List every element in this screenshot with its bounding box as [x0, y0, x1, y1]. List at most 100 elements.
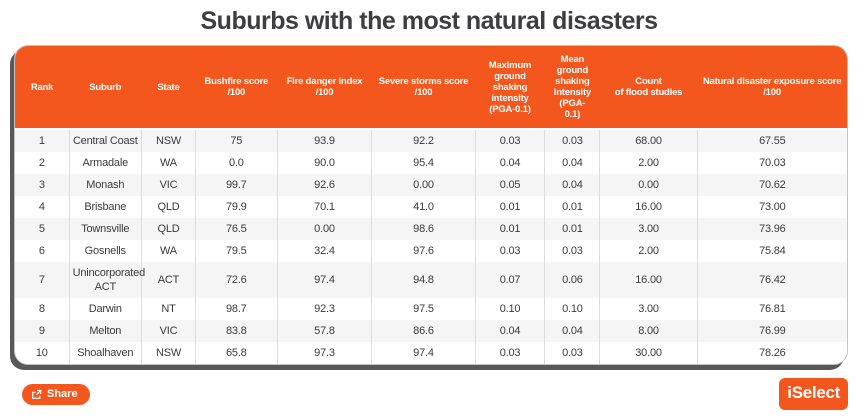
- iselect-logo: iSelect: [779, 378, 848, 410]
- table-cell: 0.00: [276, 218, 372, 240]
- share-button[interactable]: Share: [22, 383, 90, 405]
- table-cell: Monash: [68, 174, 142, 196]
- table-cell: WA: [140, 240, 196, 262]
- table-cell: 79.5: [195, 240, 278, 262]
- table-cell: 78.26: [696, 342, 847, 364]
- table-row: 2 Armadale WA 0.0 90.0 95.4 0.04 0.04 2.00 70.03: [15, 152, 847, 174]
- table-cell: 92.3: [276, 298, 372, 320]
- table-cell: 0.10: [544, 298, 600, 320]
- table-cell: 73.96: [696, 218, 847, 240]
- table-cell: 3.00: [599, 298, 698, 320]
- table-cell: 76.42: [696, 262, 847, 298]
- table-cell: 4: [38, 201, 45, 213]
- table-cell: 97.5: [371, 298, 476, 320]
- column-header: Natural disaster exposure score /100: [697, 46, 847, 129]
- table-cell: NSW: [140, 342, 196, 364]
- table-cell: 67.55: [696, 128, 847, 152]
- disaster-table-card: Rank Suburb State Bushfire score /100 Fire d…: [14, 45, 848, 365]
- table-cell: 73.00: [696, 196, 847, 218]
- table-header: Rank Suburb State Bushfire score /100 Fire d…: [15, 46, 847, 129]
- table-cell: 0.04: [544, 174, 600, 196]
- table-row: 8 Darwin NT 98.7 92.3 97.5 0.10 0.10 3.00 76.81: [15, 298, 847, 320]
- table-cell: 9: [38, 325, 45, 337]
- table-cell: 99.7: [195, 174, 278, 196]
- table-cell: 76.81: [696, 298, 847, 320]
- table-cell: 0.00: [371, 174, 476, 196]
- table-cell: 68.00: [599, 128, 698, 152]
- footer: Share iSelect: [22, 378, 848, 410]
- table-cell: 65.8: [195, 342, 278, 364]
- column-header: Fire danger index /100: [277, 46, 372, 129]
- table-header-row: Rank Suburb State Bushfire score /100 Fire d…: [15, 46, 847, 129]
- table-cell: 79.9: [195, 196, 278, 218]
- table-cell: 8: [38, 303, 45, 315]
- table-cell: 16.00: [599, 196, 698, 218]
- column-header: Mean ground shaking intensity (PGA- 0.1): [544, 46, 600, 129]
- table-cell: 76.5: [195, 218, 278, 240]
- share-button-label: Share: [47, 387, 78, 400]
- table-cell: 0.03: [474, 128, 545, 152]
- table-cell: 97.3: [276, 342, 372, 364]
- table-cell: Unincorporated ACT: [68, 262, 145, 298]
- table-cell: 0.05: [474, 174, 545, 196]
- table-cell: 30.00: [599, 342, 698, 364]
- table-cell: 95.4: [371, 152, 476, 174]
- table-cell: 83.8: [195, 320, 278, 342]
- table-cell: 0.04: [474, 320, 545, 342]
- table-cell: Armadale: [68, 152, 142, 174]
- table-row: 10 Shoalhaven NSW 65.8 97.3 97.4 0.03 0.03 30.00…: [15, 342, 847, 364]
- table-cell: 0.03: [544, 342, 600, 364]
- table-cell: 0.04: [544, 320, 600, 342]
- column-header: Severe storms score /100: [371, 46, 476, 129]
- table-cell: NT: [140, 298, 196, 320]
- table-cell: 32.4: [276, 240, 372, 262]
- table-row: 1 Central Coast NSW 75 93.9 92.2 0.03 0.03 68.00…: [15, 128, 847, 152]
- column-header: State: [141, 46, 196, 129]
- table-cell: 3.00: [599, 218, 698, 240]
- table-cell: 41.0: [371, 196, 476, 218]
- table-cell: 0.03: [474, 240, 545, 262]
- table-cell: 6: [38, 245, 45, 257]
- table-cell: 93.9: [276, 128, 372, 152]
- table-cell: 3: [38, 179, 45, 191]
- column-header: Maximum ground shaking intensity (PGA-0.…: [475, 46, 545, 129]
- table-cell: Gosnells: [68, 240, 142, 262]
- table-cell: 10: [35, 347, 48, 359]
- page-title: Suburbs with the most natural disasters: [200, 7, 658, 35]
- table-cell: 86.6: [371, 320, 476, 342]
- table-cell: 0.06: [544, 262, 600, 298]
- table-cell: 98.6: [371, 218, 476, 240]
- table-row: 7 Unincorporated ACT ACT 72.6 97.4 94.8 0.07 0.…: [15, 262, 847, 298]
- table-body: 1 Central Coast NSW 75 93.9 92.2 0.03 0.03 68.00…: [15, 128, 847, 364]
- table-cell: 94.8: [371, 262, 476, 298]
- table-cell: 0.04: [544, 152, 600, 174]
- table-cell: 2.00: [599, 240, 698, 262]
- table-cell: VIC: [140, 174, 196, 196]
- disaster-table: Rank Suburb State Bushfire score /100 Fire d…: [15, 46, 847, 364]
- table-cell: Darwin: [68, 298, 142, 320]
- table-cell: Shoalhaven: [68, 342, 142, 364]
- table-row: 9 Melton VIC 83.8 57.8 86.6 0.04 0.04 8.00 76.99: [15, 320, 847, 342]
- table-cell: Central Coast: [68, 128, 142, 152]
- table-cell: 0.01: [474, 196, 545, 218]
- table-cell: 97.4: [276, 262, 372, 298]
- column-header: Bushfire score /100: [195, 46, 278, 129]
- table-cell: 92.2: [371, 128, 476, 152]
- table-cell: QLD: [140, 218, 196, 240]
- table-cell: 72.6: [195, 262, 278, 298]
- table-cell: Townsville: [68, 218, 142, 240]
- table-cell: 0.01: [544, 196, 600, 218]
- share-icon: [32, 389, 42, 399]
- table-cell: ACT: [140, 262, 196, 298]
- table-cell: WA: [140, 152, 196, 174]
- table-row: 3 Monash VIC 99.7 92.6 0.00 0.05 0.04 0.00 70.62: [15, 174, 847, 196]
- table-cell: 70.1: [276, 196, 372, 218]
- table-cell: 0.03: [474, 342, 545, 364]
- iselect-logo-text: iSelect: [787, 383, 840, 402]
- column-header: Count of flood studies: [599, 46, 698, 129]
- table-cell: 0.0: [195, 152, 278, 174]
- table-cell: 76.99: [696, 320, 847, 342]
- infographic-page: Suburbs with the most natural disasters …: [0, 7, 858, 410]
- table-cell: 98.7: [195, 298, 278, 320]
- table-cell: 0.00: [599, 174, 698, 196]
